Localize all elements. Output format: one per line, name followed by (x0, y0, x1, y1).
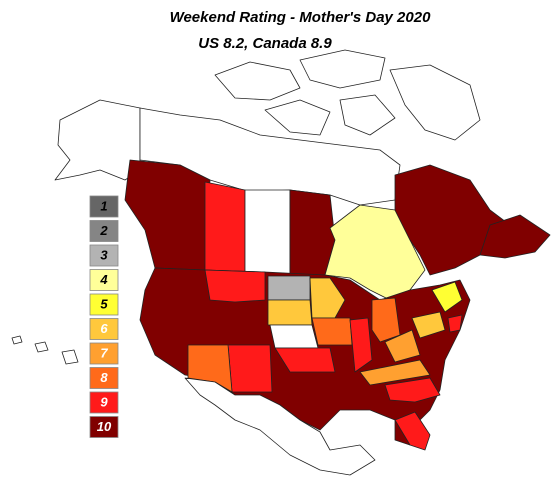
legend-label: 7 (100, 345, 108, 360)
mexico (184, 377, 376, 476)
legend-swatch (89, 244, 119, 267)
region (267, 275, 311, 301)
region (479, 214, 551, 259)
arctic-island (339, 94, 396, 136)
subtitle: US 8.2, Canada 8.9 (198, 35, 332, 52)
region (204, 269, 266, 303)
region (124, 159, 211, 271)
legend-swatch (89, 391, 119, 414)
legend-label: 3 (100, 247, 108, 262)
region (411, 311, 446, 339)
region (274, 347, 336, 373)
legend-label: 2 (99, 223, 108, 238)
region (384, 377, 441, 403)
region (204, 181, 246, 273)
region (309, 277, 346, 319)
region (269, 324, 319, 349)
region (359, 359, 431, 386)
legend-label: 10 (97, 419, 112, 434)
arctic-island (264, 99, 331, 136)
region (244, 189, 291, 276)
arctic-island (214, 61, 301, 101)
map (11, 49, 551, 476)
legend-label: 8 (100, 370, 108, 385)
region (384, 329, 421, 363)
legend-swatch (89, 269, 119, 291)
region (267, 299, 313, 326)
region (431, 281, 463, 313)
legend-label: 6 (100, 321, 108, 336)
region (349, 317, 373, 373)
arctic-island (299, 49, 386, 89)
region (311, 317, 353, 346)
legend-label: 9 (100, 394, 108, 409)
region (394, 411, 431, 451)
legend-label: 5 (100, 296, 108, 311)
title: Weekend Rating - Mother's Day 2020 (170, 9, 432, 26)
region (371, 297, 401, 343)
region (394, 164, 511, 276)
legend-label: 1 (100, 198, 107, 213)
legend: 1 2 3 4 5 6 7 8 9 10 (89, 195, 119, 438)
legend-label: 4 (99, 272, 108, 287)
legend-swatch (89, 293, 119, 316)
legend-swatch (89, 318, 119, 340)
legend-swatch (89, 342, 119, 365)
legend-swatch (89, 195, 119, 218)
alaska (54, 99, 141, 181)
region (227, 344, 273, 393)
hawaii (34, 341, 49, 353)
hawaii (61, 349, 79, 365)
region (187, 344, 233, 393)
legend-swatch (89, 416, 119, 438)
legend-swatch (89, 220, 119, 242)
arctic-island (389, 64, 481, 141)
region (447, 314, 463, 333)
legend-swatch (89, 367, 119, 389)
hawaii (11, 335, 23, 345)
